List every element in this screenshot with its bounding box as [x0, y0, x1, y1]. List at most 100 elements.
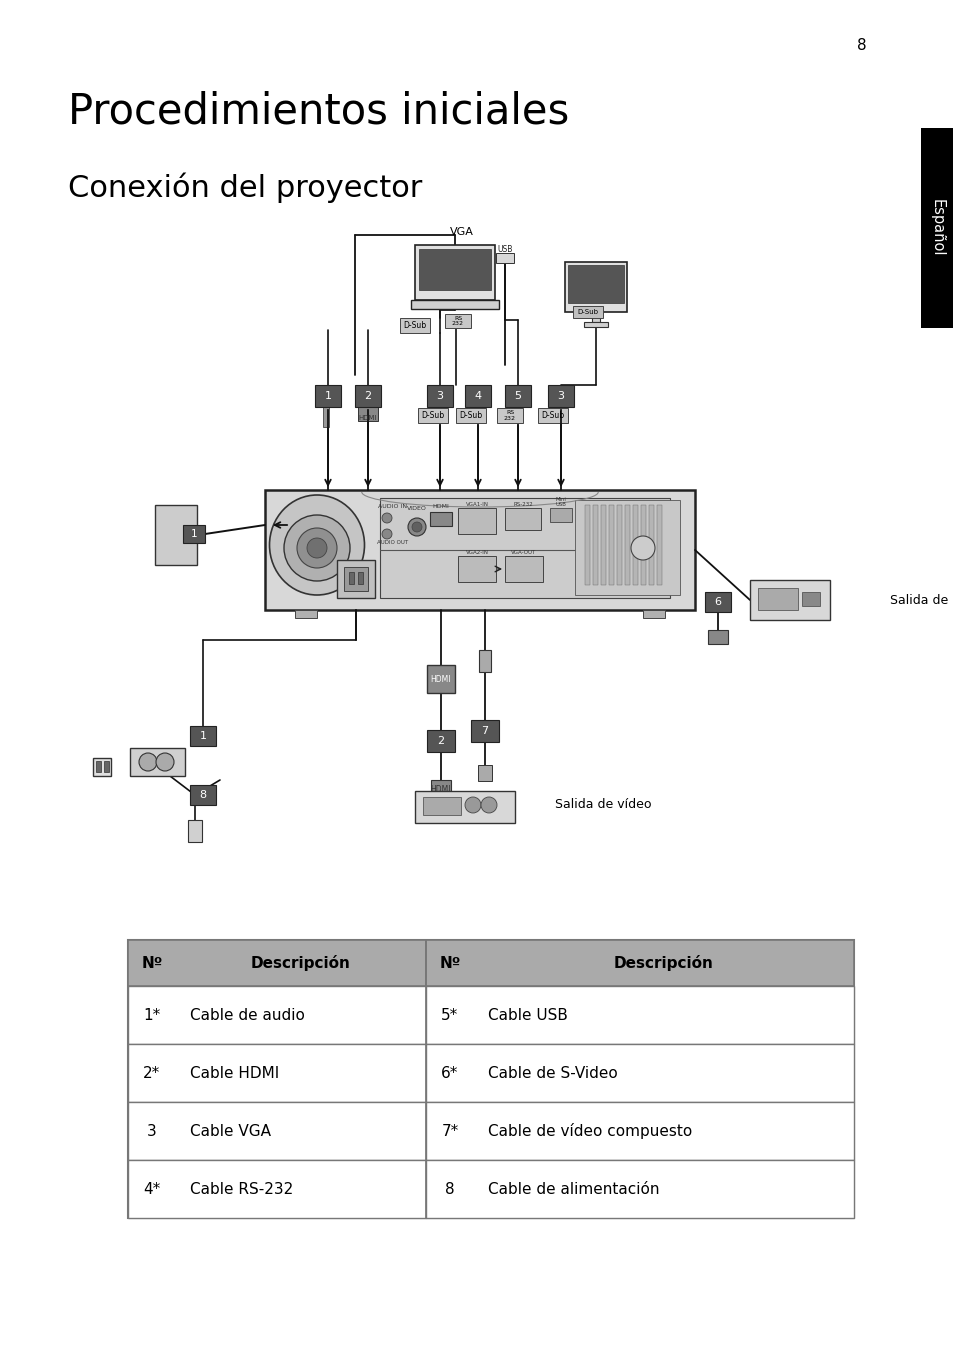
Bar	[92, 758, 111, 776]
Bar	[357, 572, 363, 585]
Bar	[415, 245, 495, 300]
Ellipse shape	[269, 496, 364, 596]
Bar	[128, 986, 426, 1045]
Text: 2: 2	[437, 737, 444, 746]
Text: VGA1-IN: VGA1-IN	[465, 501, 488, 507]
Bar	[344, 567, 368, 591]
Bar	[504, 385, 531, 407]
Text: Nº: Nº	[141, 956, 163, 971]
Text: Mini
USB: Mini USB	[555, 497, 566, 508]
Text: 6*: 6*	[441, 1065, 458, 1080]
Text: Cable de alimentación: Cable de alimentación	[488, 1181, 659, 1197]
Bar	[427, 730, 455, 752]
Bar	[550, 508, 572, 522]
Bar	[426, 1045, 853, 1102]
Text: Cable HDMI: Cable HDMI	[190, 1065, 279, 1080]
Text: HDMI: HDMI	[432, 504, 449, 508]
Text: D-Sub: D-Sub	[459, 411, 482, 420]
Circle shape	[480, 797, 497, 813]
Bar	[583, 322, 607, 327]
Bar	[130, 747, 185, 776]
Text: Cable de vídeo compuesto: Cable de vídeo compuesto	[488, 1123, 692, 1139]
Text: Conexión del proyector: Conexión del proyector	[68, 172, 422, 203]
Circle shape	[412, 522, 421, 533]
Bar	[496, 253, 514, 263]
Bar	[128, 1045, 426, 1102]
Bar	[323, 407, 329, 427]
Circle shape	[630, 537, 655, 560]
Bar	[648, 505, 654, 585]
Bar	[456, 408, 485, 423]
Text: Cable VGA: Cable VGA	[190, 1124, 271, 1139]
Text: 1: 1	[324, 392, 331, 401]
Circle shape	[381, 513, 392, 523]
Bar	[444, 314, 471, 329]
Bar	[758, 589, 797, 611]
Circle shape	[464, 797, 480, 813]
Text: VIDEO: VIDEO	[407, 505, 427, 511]
Text: Español: Español	[929, 200, 944, 257]
Text: D-Sub: D-Sub	[541, 411, 564, 420]
Bar	[704, 591, 730, 612]
Text: 2: 2	[364, 392, 371, 401]
Bar	[265, 490, 695, 611]
Bar	[624, 505, 629, 585]
Bar	[478, 650, 491, 672]
Text: 3: 3	[147, 1124, 156, 1139]
Bar	[411, 300, 498, 309]
Text: 3: 3	[557, 392, 564, 401]
Bar	[418, 249, 491, 290]
Text: VGA-OUT: VGA-OUT	[511, 549, 536, 554]
Text: Salida de vídeo: Salida de vídeo	[555, 798, 651, 812]
Bar	[379, 498, 669, 598]
Circle shape	[139, 753, 157, 771]
Text: Nº: Nº	[438, 956, 460, 971]
Bar	[457, 508, 496, 534]
Bar	[497, 408, 522, 423]
Bar	[128, 941, 853, 1218]
Bar	[633, 505, 638, 585]
Text: D-Sub: D-Sub	[403, 320, 426, 330]
Text: AUDIO IN: AUDIO IN	[378, 504, 407, 508]
Bar	[457, 556, 496, 582]
Bar	[190, 726, 215, 746]
Text: 3: 3	[436, 392, 443, 401]
Bar	[608, 505, 614, 585]
Text: 7: 7	[481, 726, 488, 737]
Circle shape	[284, 515, 350, 580]
Bar	[399, 318, 430, 333]
Text: Cable de S-Video: Cable de S-Video	[488, 1065, 618, 1080]
Bar	[314, 385, 340, 407]
Bar	[464, 385, 491, 407]
Bar	[357, 407, 377, 422]
Text: 1: 1	[199, 731, 206, 741]
Text: USB: USB	[497, 245, 512, 253]
Text: VGA: VGA	[450, 227, 474, 237]
Text: 8: 8	[857, 37, 866, 52]
Text: 6: 6	[714, 597, 720, 606]
Bar	[600, 505, 605, 585]
Bar	[426, 986, 853, 1045]
Bar	[154, 505, 196, 565]
Bar	[920, 127, 953, 329]
Bar	[294, 611, 316, 617]
Text: D-Sub: D-Sub	[421, 411, 444, 420]
Text: 4: 4	[474, 392, 481, 401]
Bar	[430, 512, 452, 526]
Text: RS-232: RS-232	[513, 501, 533, 507]
Circle shape	[307, 538, 327, 559]
Text: Cable de audio: Cable de audio	[190, 1008, 305, 1023]
Bar	[417, 408, 448, 423]
Bar	[707, 630, 727, 643]
Bar	[426, 941, 853, 986]
Bar	[617, 505, 621, 585]
Text: Descripción: Descripción	[251, 956, 351, 971]
Circle shape	[408, 517, 426, 537]
Text: RS
232: RS 232	[452, 316, 463, 326]
Bar	[567, 266, 623, 303]
Circle shape	[381, 528, 392, 539]
Text: Salida de S-Video: Salida de S-Video	[889, 594, 953, 606]
Bar	[640, 505, 645, 585]
Circle shape	[156, 753, 173, 771]
Bar	[592, 312, 599, 322]
